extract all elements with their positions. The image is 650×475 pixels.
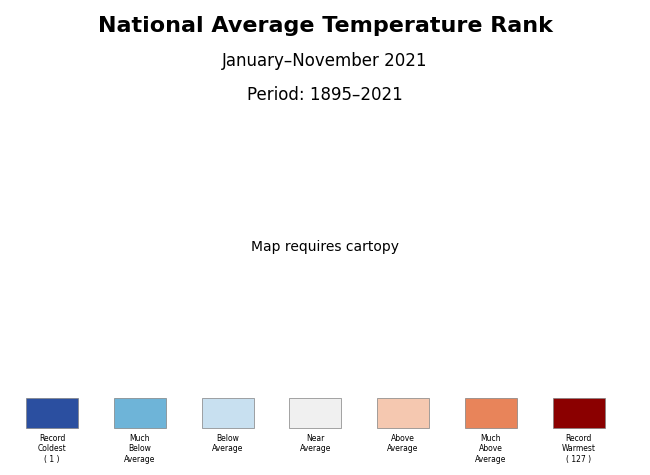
FancyBboxPatch shape	[26, 398, 78, 428]
Text: Below
Average: Below Average	[212, 434, 243, 453]
FancyBboxPatch shape	[114, 398, 166, 428]
FancyBboxPatch shape	[289, 398, 341, 428]
Text: Map requires cartopy: Map requires cartopy	[251, 240, 399, 254]
Text: National Average Temperature Rank: National Average Temperature Rank	[98, 16, 552, 36]
Text: Period: 1895–2021: Period: 1895–2021	[247, 86, 403, 104]
Text: Near
Average: Near Average	[300, 434, 331, 453]
FancyBboxPatch shape	[202, 398, 254, 428]
Text: Record
Coldest
( 1 ): Record Coldest ( 1 )	[38, 434, 66, 464]
FancyBboxPatch shape	[465, 398, 517, 428]
Text: Record
Warmest
( 127 ): Record Warmest ( 127 )	[562, 434, 595, 464]
Text: Above
Average: Above Average	[387, 434, 419, 453]
Text: Much
Below
Average: Much Below Average	[124, 434, 155, 464]
FancyBboxPatch shape	[552, 398, 604, 428]
FancyBboxPatch shape	[377, 398, 429, 428]
Text: January–November 2021: January–November 2021	[222, 52, 428, 70]
Text: Much
Above
Average: Much Above Average	[475, 434, 506, 464]
